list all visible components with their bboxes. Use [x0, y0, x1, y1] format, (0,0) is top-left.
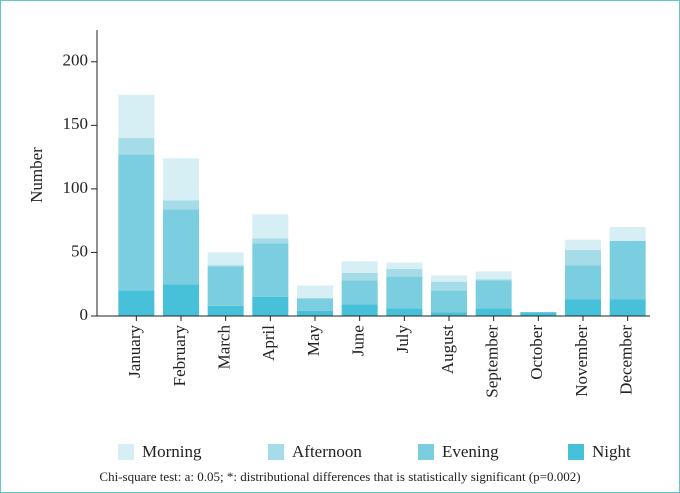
- legend-label: Night: [592, 442, 631, 461]
- bar-segment: [118, 290, 155, 316]
- y-tick-label: 200: [63, 51, 89, 70]
- bar-segment: [297, 298, 333, 311]
- bar-segment: [431, 275, 467, 282]
- bar-segment: [475, 279, 512, 281]
- x-tick-label: June: [349, 325, 368, 356]
- bar-segment: [431, 312, 467, 316]
- y-tick-label: 50: [71, 241, 88, 260]
- bar-segment: [386, 276, 423, 309]
- bar-segment: [475, 271, 512, 280]
- legend-label: Afternoon: [292, 442, 362, 461]
- x-tick-label: January: [125, 325, 144, 378]
- x-tick-label: November: [572, 325, 591, 397]
- x-tick-label: May: [304, 325, 323, 357]
- bar-segment: [252, 243, 289, 297]
- y-tick-label: 100: [63, 178, 89, 197]
- bar-segment: [565, 249, 601, 266]
- bar-segment: [431, 290, 467, 313]
- bar-segment: [252, 238, 289, 244]
- bar-segment: [341, 272, 378, 281]
- legend-swatch: [118, 444, 134, 460]
- bar-segment: [118, 154, 155, 291]
- bar-segment: [609, 227, 646, 242]
- x-tick-label: July: [393, 325, 412, 354]
- y-axis-label: Number: [27, 147, 46, 203]
- x-tick-label: April: [259, 325, 278, 361]
- bar-segment: [118, 138, 155, 155]
- bar-segment: [520, 312, 557, 316]
- bar-segment: [341, 261, 378, 273]
- bar-segment: [609, 241, 646, 300]
- legend-label: Morning: [142, 442, 202, 461]
- bar-segment: [118, 94, 155, 139]
- bar-segment: [207, 266, 244, 306]
- bar-segment: [297, 310, 333, 316]
- bar-segment: [207, 252, 244, 266]
- bar-segment: [565, 265, 601, 300]
- legend-label: Evening: [442, 442, 499, 461]
- bar-segment: [207, 265, 244, 267]
- bar-segment: [163, 209, 199, 285]
- y-tick-label: 0: [80, 305, 89, 324]
- bar-segment: [297, 285, 333, 299]
- footnote: Chi-square test: a: 0.05; *: distributio…: [99, 469, 580, 484]
- x-tick-label: August: [438, 325, 457, 374]
- bar-segment: [252, 214, 289, 239]
- x-tick-label: March: [215, 325, 234, 370]
- bar-segment: [163, 284, 199, 316]
- bar-segment: [386, 262, 423, 269]
- bar-segment: [163, 200, 199, 210]
- x-tick-label: February: [170, 325, 189, 387]
- bar-segment: [475, 280, 512, 309]
- bar-segment: [341, 280, 378, 305]
- bar-segment: [609, 299, 646, 316]
- x-tick-label: September: [483, 325, 502, 398]
- y-tick-label: 150: [63, 114, 89, 133]
- legend-swatch: [418, 444, 434, 460]
- bar-segment: [431, 281, 467, 291]
- x-tick-label: October: [527, 325, 546, 380]
- bar-segment: [207, 305, 244, 316]
- bar-segment: [163, 158, 199, 201]
- bar-segment: [341, 304, 378, 316]
- bar-segment: [386, 308, 423, 316]
- legend-swatch: [568, 444, 584, 460]
- bar-segment: [565, 299, 601, 316]
- legend-swatch: [268, 444, 284, 460]
- x-tick-label: December: [617, 325, 636, 395]
- bar-segment: [475, 308, 512, 316]
- bar-segment: [252, 296, 289, 316]
- bar-segment: [565, 239, 601, 250]
- bar-segment: [386, 268, 423, 277]
